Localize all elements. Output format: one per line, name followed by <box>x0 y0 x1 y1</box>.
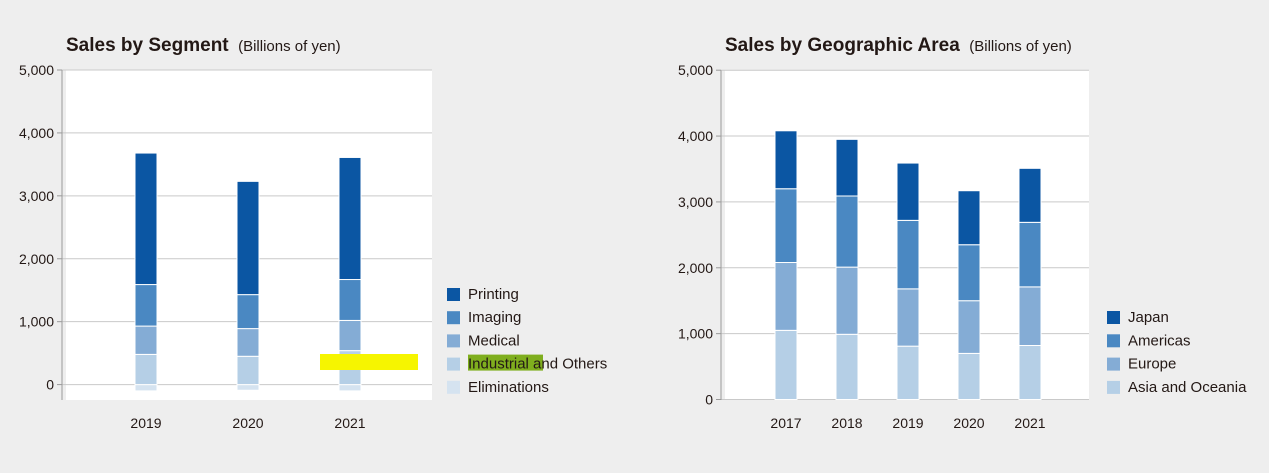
seg-legend-label-eliminations: Eliminations <box>468 379 549 396</box>
seg-bar-2019-eliminations <box>134 384 158 392</box>
segment-legend: Printing Imaging Medical Industrial and Oth… <box>447 286 607 396</box>
geo-bar-2019-japan <box>896 162 920 221</box>
geo-bar-2020-americas <box>957 244 981 302</box>
seg-legend-label-printing: Printing <box>468 286 519 303</box>
seg-bar-2019-medical <box>134 325 158 355</box>
geo-x-tick-label: 2018 <box>831 415 862 431</box>
geo-x-tick-label: 2020 <box>953 415 984 431</box>
geo-legend-label-japan: Japan <box>1128 309 1169 326</box>
seg-legend-swatch-medical <box>447 334 460 348</box>
geo-legend-label-asia-and-oceania: Asia and Oceania <box>1128 379 1247 396</box>
seg-x-tick-label: 2019 <box>130 415 161 431</box>
segment-x-tick-labels: 2019 2020 2021 <box>130 415 365 431</box>
geo-y-tick-label: 4,000 <box>678 128 713 144</box>
seg-bar-2020-eliminations <box>236 384 260 391</box>
segment-bars <box>134 152 362 392</box>
geo-legend-swatch-americas <box>1107 334 1120 348</box>
geo-legend-swatch-europe <box>1107 357 1120 371</box>
geo-x-tick-label: 2021 <box>1014 415 1045 431</box>
geo-bar-2021-japan <box>1018 167 1042 223</box>
geo-bar-2021-asia-and-oceania <box>1018 344 1042 401</box>
geo-y-tick-label: 0 <box>705 392 713 408</box>
geo-legend-label-americas: Americas <box>1128 332 1191 349</box>
seg-y-tick-label: 0 <box>46 377 54 393</box>
geo-y-tick-label: 5,000 <box>678 62 713 78</box>
geographic-chart-title: Sales by Geographic Area (Billions of ye… <box>725 35 1072 56</box>
segment-chart: Sales by Segment (Billions of yen) 0 1,00… <box>19 35 607 431</box>
seg-legend-swatch-imaging <box>447 311 460 325</box>
geo-bar-2018-japan <box>835 138 859 197</box>
segment-y-tick-labels: 0 1,000 2,000 3,000 4,000 5,000 <box>19 62 54 393</box>
geographic-chart-subtitle: (Billions of yen) <box>969 38 1072 55</box>
geo-bar-2017-americas <box>774 188 798 264</box>
segment-chart-subtitle: (Billions of yen) <box>238 38 341 55</box>
seg-bar-2020-imaging <box>236 294 260 330</box>
seg-x-tick-label: 2020 <box>232 415 263 431</box>
seg-bar-2019-printing <box>134 152 158 286</box>
segment-chart-title: Sales by Segment (Billions of yen) <box>66 35 341 56</box>
geo-legend-label-europe: Europe <box>1128 356 1176 373</box>
geo-bar-2017-asia-and-oceania <box>774 329 798 400</box>
seg-legend-swatch-industrial-and-others <box>447 357 460 371</box>
geo-bar-2018-europe <box>835 266 859 335</box>
seg-bar-2020-industrial-and-others <box>236 355 260 386</box>
geographic-chart: Sales by Geographic Area (Billions of ye… <box>678 35 1247 431</box>
geo-legend-swatch-japan <box>1107 311 1120 324</box>
geo-bar-2019-americas <box>896 219 920 290</box>
seg-bar-2021-medical <box>338 319 362 352</box>
geo-x-tick-label: 2019 <box>892 415 923 431</box>
seg-y-tick-label: 3,000 <box>19 188 54 204</box>
seg-bar-2020-printing <box>236 180 260 296</box>
seg-y-tick-label: 5,000 <box>19 62 54 78</box>
seg-legend-swatch-eliminations <box>447 380 460 394</box>
seg-y-tick-label: 2,000 <box>19 251 54 267</box>
geographic-legend: Japan Americas Europe Asia and Oceania <box>1107 309 1247 396</box>
segment-highlight-marker <box>320 354 418 370</box>
seg-bar-2020-medical <box>236 328 260 357</box>
geo-bar-2020-europe <box>957 300 981 354</box>
geo-bar-2021-americas <box>1018 221 1042 288</box>
seg-y-tick-label: 1,000 <box>19 314 54 330</box>
geo-bar-2018-asia-and-oceania <box>835 333 859 401</box>
geo-bar-2021-europe <box>1018 286 1042 346</box>
seg-bar-2021-eliminations <box>338 384 362 392</box>
seg-bar-2019-industrial-and-others <box>134 353 158 386</box>
seg-legend-label-medical: Medical <box>468 332 520 349</box>
geographic-chart-title-main: Sales by Geographic Area <box>725 35 960 56</box>
seg-bar-2021-printing <box>338 156 362 281</box>
segment-chart-title-main: Sales by Segment <box>66 35 229 56</box>
seg-bar-2019-imaging <box>134 284 158 327</box>
geographic-x-tick-labels: 2017 2018 2019 2020 2021 <box>770 415 1045 431</box>
geographic-bars <box>774 130 1042 401</box>
geo-bar-2018-americas <box>835 195 859 268</box>
seg-legend-label-imaging: Imaging <box>468 309 521 326</box>
geographic-y-tick-labels: 0 1,000 2,000 3,000 4,000 5,000 <box>678 62 713 407</box>
geo-y-tick-label: 1,000 <box>678 326 713 342</box>
seg-x-tick-label: 2021 <box>334 415 365 431</box>
geo-x-tick-label: 2017 <box>770 415 801 431</box>
seg-legend-label-industrial-and-others: Industrial and Others <box>468 356 607 373</box>
geo-bar-2019-europe <box>896 288 920 347</box>
geo-bar-2020-asia-and-oceania <box>957 352 981 401</box>
seg-legend-swatch-printing <box>447 288 460 301</box>
segment-legend-highlight <box>468 354 543 371</box>
seg-bar-2021-imaging <box>338 279 362 321</box>
geo-bar-2017-japan <box>774 130 798 190</box>
geo-y-tick-label: 3,000 <box>678 194 713 210</box>
geo-bar-2020-japan <box>957 190 981 246</box>
seg-y-tick-label: 4,000 <box>19 125 54 141</box>
geo-bar-2019-asia-and-oceania <box>896 345 920 401</box>
geo-bar-2017-europe <box>774 262 798 331</box>
geo-y-tick-label: 2,000 <box>678 260 713 276</box>
geo-legend-swatch-asia-and-oceania <box>1107 380 1120 394</box>
